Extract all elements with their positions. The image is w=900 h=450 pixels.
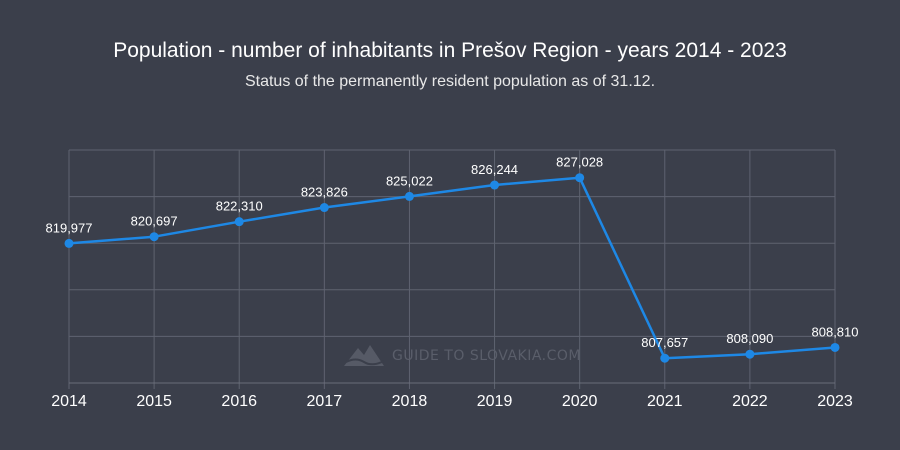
x-tick-label: 2022 <box>732 393 768 410</box>
data-point[interactable] <box>319 203 329 213</box>
data-point[interactable] <box>490 180 500 190</box>
data-label: 808,090 <box>726 331 773 346</box>
series-group <box>64 173 840 363</box>
chart-subtitle: Status of the permanently resident popul… <box>245 73 655 90</box>
data-point[interactable] <box>64 238 74 248</box>
x-tick-label: 2019 <box>477 393 513 410</box>
data-label: 808,810 <box>812 324 859 339</box>
data-point[interactable] <box>660 353 670 363</box>
data-label: 822,310 <box>216 199 263 214</box>
x-tick-label: 2016 <box>221 393 257 410</box>
data-label: 825,022 <box>386 173 433 188</box>
grid <box>68 149 836 389</box>
data-point[interactable] <box>404 191 414 201</box>
x-tick-label: 2021 <box>647 393 683 410</box>
x-tick-label: 2017 <box>307 393 343 410</box>
chart-title: Population - number of inhabitants in Pr… <box>113 39 787 62</box>
x-tick-label: 2018 <box>392 393 428 410</box>
series-line <box>68 176 836 360</box>
data-point[interactable] <box>830 342 840 352</box>
data-point[interactable] <box>234 217 244 227</box>
data-point[interactable] <box>149 232 159 242</box>
data-label: 819,977 <box>46 220 93 235</box>
watermark: GUIDE TO SLOVAKIA.COM <box>344 345 581 366</box>
x-tick-label: 2015 <box>136 393 172 410</box>
data-point[interactable] <box>745 349 755 359</box>
data-label: 826,244 <box>471 162 518 177</box>
x-tick-label: 2023 <box>817 393 853 410</box>
watermark-text: GUIDE TO SLOVAKIA.COM <box>392 348 581 364</box>
x-tick-label: 2014 <box>51 393 87 410</box>
data-label: 820,697 <box>131 214 178 229</box>
data-label: 807,657 <box>641 335 688 350</box>
data-label: 823,826 <box>301 185 348 200</box>
data-label: 827,028 <box>556 155 603 170</box>
mountain-logo-icon <box>344 345 384 366</box>
data-labels: 819,977 820,697 822,310 823,826 825,022 826,2… <box>46 155 859 351</box>
x-tick-label: 2020 <box>562 393 598 410</box>
data-point[interactable] <box>575 173 585 183</box>
x-tick-labels: 2014 2015 2016 2017 2018 2019 2020 2021 2022 2023 <box>51 393 853 410</box>
